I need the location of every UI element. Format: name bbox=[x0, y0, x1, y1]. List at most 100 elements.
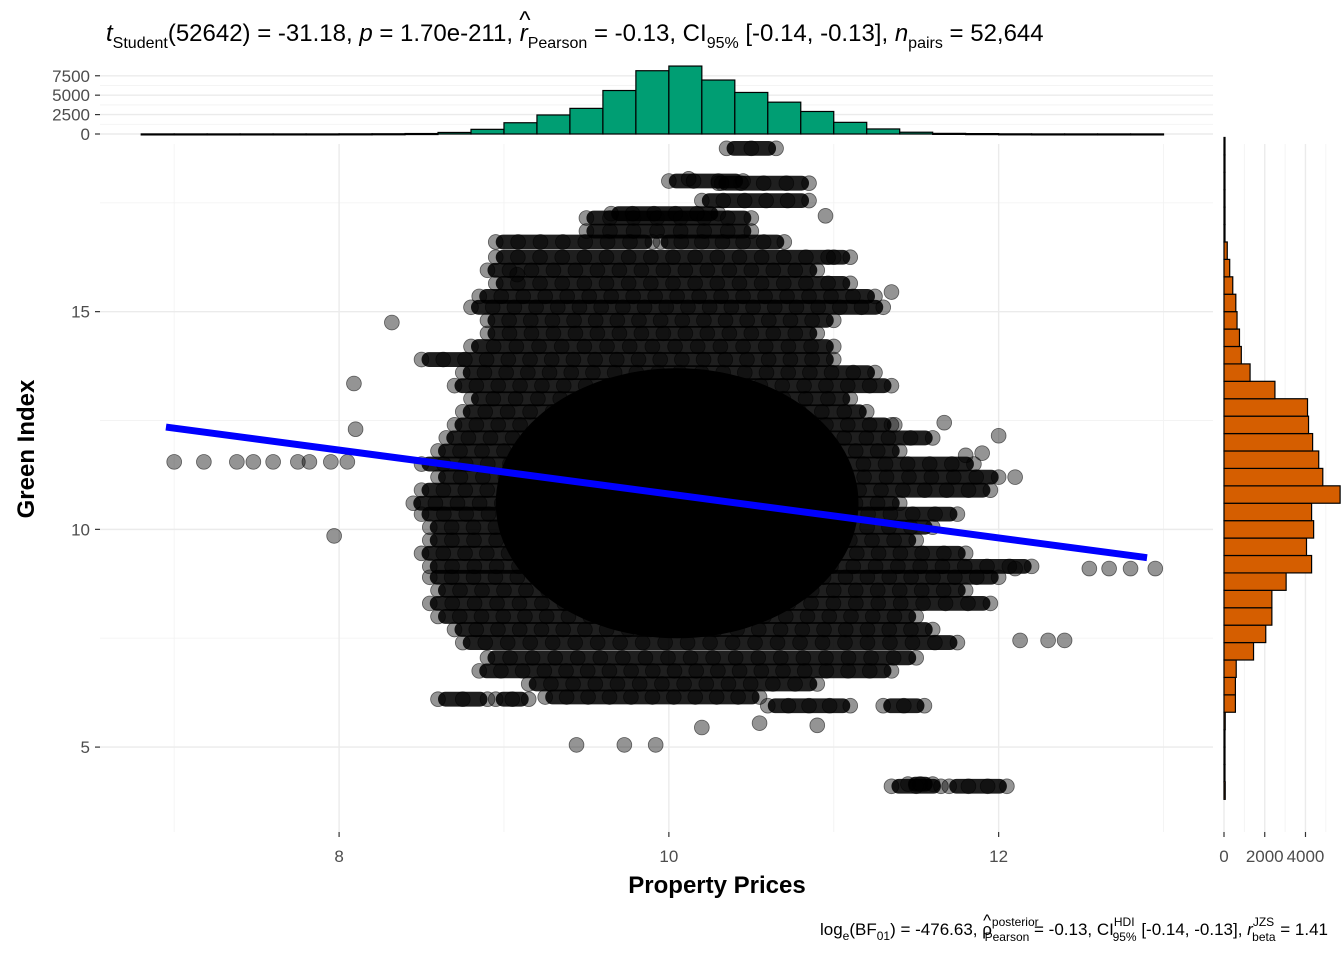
data-point bbox=[667, 338, 683, 355]
data-point bbox=[761, 545, 778, 562]
data-point bbox=[691, 288, 707, 305]
data-point bbox=[966, 456, 982, 472]
data-point bbox=[685, 621, 702, 638]
data-point bbox=[549, 430, 565, 446]
data-point bbox=[797, 532, 814, 549]
data-point bbox=[849, 545, 865, 562]
data-point bbox=[883, 778, 900, 795]
point-row bbox=[726, 140, 777, 156]
data-point bbox=[468, 621, 485, 638]
data-point bbox=[631, 312, 647, 329]
data-point bbox=[566, 312, 582, 329]
side-x-tick-label: 2000 bbox=[1246, 847, 1284, 866]
data-point bbox=[473, 608, 490, 625]
data-point bbox=[563, 364, 580, 381]
data-point bbox=[796, 417, 812, 433]
data-point bbox=[684, 519, 700, 535]
data-point bbox=[729, 621, 745, 638]
data-point bbox=[676, 469, 693, 485]
data-point bbox=[727, 650, 744, 666]
data-point bbox=[941, 778, 957, 795]
data-point bbox=[701, 403, 718, 420]
data-point bbox=[892, 595, 909, 612]
data-point bbox=[556, 595, 573, 612]
data-point bbox=[814, 430, 830, 446]
data-point bbox=[430, 691, 446, 707]
data-point bbox=[621, 338, 638, 355]
point-row bbox=[421, 352, 834, 367]
data-point bbox=[881, 621, 898, 638]
data-point bbox=[560, 608, 577, 625]
data-point bbox=[546, 456, 562, 472]
data-point bbox=[840, 650, 857, 666]
data-point bbox=[836, 430, 853, 446]
data-point bbox=[815, 519, 832, 535]
point-row bbox=[479, 663, 892, 679]
point-row bbox=[429, 532, 917, 548]
data-point bbox=[553, 338, 570, 355]
data-point bbox=[501, 312, 517, 329]
data-point bbox=[921, 456, 938, 472]
data-point bbox=[544, 403, 561, 420]
data-point bbox=[421, 569, 438, 586]
data-point bbox=[839, 377, 856, 394]
data-point bbox=[517, 608, 533, 625]
data-point bbox=[510, 234, 526, 250]
data-point bbox=[833, 469, 850, 485]
data-point bbox=[763, 482, 780, 498]
data-point bbox=[805, 545, 822, 562]
data-point bbox=[782, 312, 799, 329]
data-point bbox=[676, 676, 692, 692]
data-point bbox=[711, 558, 728, 575]
title-r-sub: Pearson bbox=[528, 35, 588, 52]
data-point bbox=[740, 545, 756, 562]
point-row bbox=[438, 443, 900, 459]
top-histogram-bar bbox=[239, 133, 274, 136]
data-point bbox=[654, 469, 671, 485]
top-histogram-bar bbox=[998, 133, 1033, 136]
data-point bbox=[789, 469, 805, 485]
data-point bbox=[847, 582, 864, 599]
data-point bbox=[687, 249, 703, 266]
data-point bbox=[560, 495, 576, 512]
data-point bbox=[625, 288, 641, 305]
data-point bbox=[650, 443, 666, 459]
data-point bbox=[672, 223, 689, 239]
data-point bbox=[634, 634, 651, 651]
data-point bbox=[859, 621, 876, 638]
data-point bbox=[801, 175, 817, 191]
data-point bbox=[766, 469, 783, 485]
data-point bbox=[562, 582, 578, 599]
outlier-point bbox=[509, 266, 525, 283]
data-point bbox=[532, 532, 549, 549]
data-point bbox=[892, 545, 909, 562]
data-point bbox=[734, 608, 751, 625]
data-point bbox=[452, 443, 468, 459]
data-point bbox=[741, 482, 758, 498]
data-point bbox=[612, 634, 628, 651]
data-point bbox=[430, 582, 446, 599]
side-histogram-bar bbox=[1223, 520, 1315, 539]
point-row bbox=[421, 545, 966, 561]
data-point bbox=[689, 558, 706, 575]
data-point bbox=[590, 456, 607, 472]
title-p-value: 1.70e-211, bbox=[400, 20, 520, 47]
data-point bbox=[665, 249, 681, 266]
data-point bbox=[679, 634, 696, 651]
data-point bbox=[731, 663, 748, 679]
data-point bbox=[597, 390, 613, 407]
side-histogram-bar bbox=[1223, 781, 1226, 800]
data-point bbox=[601, 663, 618, 679]
side-histogram-bar bbox=[1223, 154, 1226, 173]
data-point bbox=[698, 676, 715, 692]
data-point bbox=[769, 403, 785, 420]
data-point bbox=[699, 262, 716, 279]
data-point bbox=[547, 650, 563, 666]
data-point bbox=[634, 403, 651, 420]
outlier-point bbox=[825, 249, 842, 266]
data-point bbox=[451, 608, 468, 625]
data-point bbox=[767, 456, 783, 472]
data-point bbox=[637, 650, 654, 666]
data-point bbox=[642, 621, 658, 638]
x-tick-label: 10 bbox=[659, 847, 678, 866]
